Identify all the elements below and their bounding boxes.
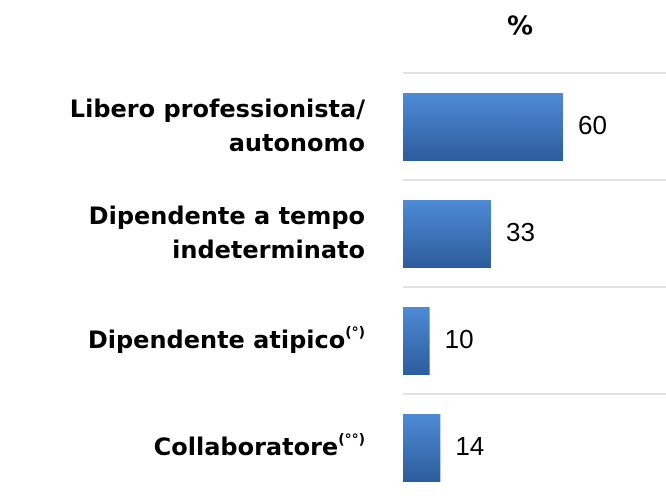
bar [403, 307, 430, 375]
bar [403, 414, 441, 482]
value-label: 60 [578, 110, 607, 140]
category-label: Dipendente a tempo [89, 202, 365, 230]
category-note: (°) [345, 325, 365, 341]
value-label: 10 [445, 324, 474, 354]
value-label: 33 [506, 217, 535, 247]
category-label-text: autonomo [229, 129, 365, 157]
category-label-text: Dipendente a tempo [89, 202, 365, 230]
category-label-text: indeterminato [172, 236, 365, 264]
category-label: Libero professionista/ [70, 95, 365, 123]
category-label: Collaboratore(°°) [154, 432, 365, 461]
bar [403, 93, 563, 161]
category-label: autonomo [229, 129, 365, 157]
value-label: 14 [455, 431, 484, 461]
category-note: (°°) [338, 432, 365, 448]
category-label-text: Collaboratore [154, 433, 339, 461]
chart-title: % [507, 12, 533, 42]
category-label: indeterminato [172, 236, 365, 264]
category-label-text: Libero professionista/ [70, 95, 365, 123]
category-label-text: Dipendente atipico [88, 326, 345, 354]
category-label: Dipendente atipico(°) [88, 325, 365, 354]
bar [403, 200, 491, 268]
